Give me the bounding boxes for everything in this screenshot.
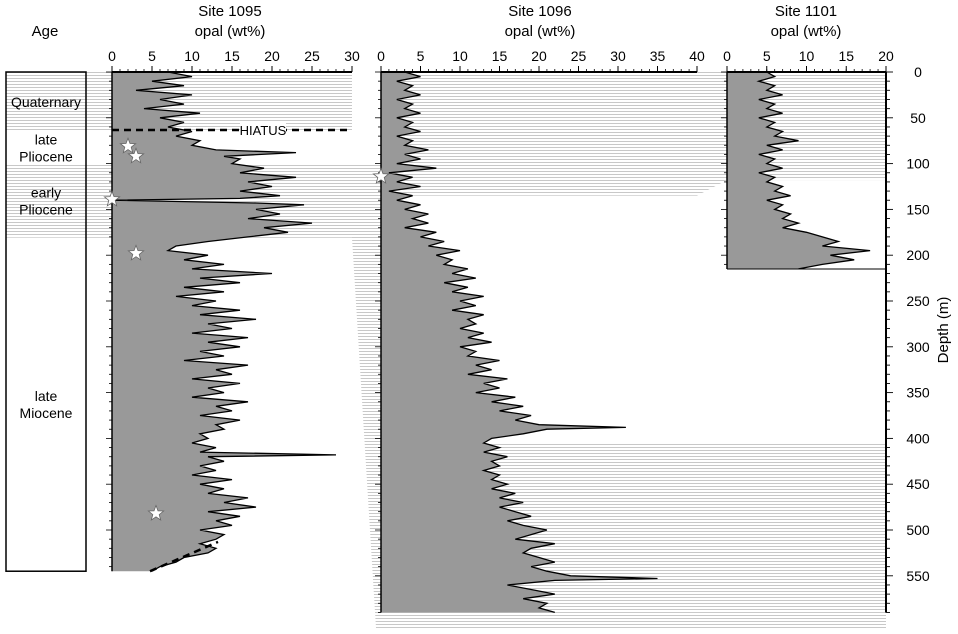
age-unit-box: [6, 131, 86, 165]
y-tick-label: 100: [906, 156, 930, 172]
age-unit-box: [6, 164, 86, 238]
band-connector-1095-1096: [352, 164, 381, 629]
x-tick-label: 35: [650, 48, 666, 64]
age-unit-label: early: [31, 185, 61, 201]
band-connector-1096-1101: [697, 72, 727, 196]
site-1101-xlabel: opal (wt%): [771, 23, 842, 40]
x-tick-label: 40: [689, 48, 705, 64]
band-bottom-strip: [376, 612, 886, 628]
age-unit-box: [6, 72, 86, 132]
y-tick-label: 400: [906, 430, 930, 446]
site-1095-title: Site 1095: [198, 3, 261, 20]
hiatus-label: HIATUS: [240, 123, 287, 138]
site-1095-xlabel: opal (wt%): [195, 23, 266, 40]
age-unit-box: [6, 237, 86, 572]
x-tick-label: 5: [417, 48, 425, 64]
age-unit-label: late: [35, 132, 58, 148]
age-unit-label: Pliocene: [19, 202, 73, 218]
x-tick-label: 15: [838, 48, 854, 64]
age-column-frame: [5, 71, 87, 572]
star-marker: [103, 190, 121, 207]
star-marker: [372, 167, 390, 184]
opal-profile-area: [112, 72, 336, 572]
age-column: QuaternarylatePlioceneearlyPliocenelateM…: [5, 71, 112, 572]
hiatus-label-bg: [240, 122, 286, 138]
site-1096-panel: Site 1096 opal (wt%) 0 5 10 15 20 25 30 35 40: [372, 3, 705, 614]
x-tick-label: 5: [148, 48, 156, 64]
star-marker: [119, 137, 137, 154]
depth-axis-label: Depth (m): [935, 297, 952, 364]
x-tick-label: 10: [184, 48, 200, 64]
x-tick-label: 15: [224, 48, 240, 64]
y-tick-label: 450: [906, 476, 930, 492]
x-tick-label: 25: [304, 48, 320, 64]
age-unit-band: [86, 164, 112, 238]
site-1101-panel: Site 1101 opal (wt%) 0 5 10 15 2005010015020…: [721, 3, 930, 613]
x-tick-label: 20: [878, 48, 894, 64]
x-tick-label: 30: [344, 48, 360, 64]
age-unit-band: [86, 72, 112, 132]
x-tick-label: 5: [763, 48, 771, 64]
x-tick-label: 15: [492, 48, 508, 64]
y-tick-label: 300: [906, 339, 930, 355]
age-unit-label: Miocene: [20, 405, 73, 421]
y-tick-label: 200: [906, 247, 930, 263]
band-upper-1096: [381, 72, 697, 196]
x-tick-label: 10: [452, 48, 468, 64]
site-1096-title: Site 1096: [508, 3, 571, 20]
y-tick-label: 550: [906, 568, 930, 584]
star-marker: [127, 244, 145, 261]
star-marker: [147, 504, 165, 521]
age-column-title: Age: [32, 23, 59, 40]
site-1095-bottom-dash: [149, 540, 219, 573]
x-tick-label: 0: [723, 48, 731, 64]
site-1096-xlabel: opal (wt%): [505, 23, 576, 40]
star-marker: [127, 147, 145, 164]
x-tick-label: 30: [610, 48, 626, 64]
site-1101-title: Site 1101: [775, 3, 837, 20]
age-unit-label: late: [35, 388, 58, 404]
opal-profile-line: [756, 71, 871, 270]
y-tick-label: 150: [906, 201, 930, 217]
y-tick-label: 500: [906, 522, 930, 538]
site-1095-panel: Site 1095 opal (wt%) 0 5 10 15 20 25 30: [103, 3, 360, 573]
y-tick-label: 0: [914, 64, 922, 80]
opal-profile-line: [111, 71, 337, 572]
y-tick-label: 250: [906, 293, 930, 309]
age-unit-label: Pliocene: [19, 149, 73, 165]
x-tick-label: 25: [571, 48, 587, 64]
opal-profile-line: [388, 71, 658, 614]
x-tick-label: 0: [108, 48, 116, 64]
x-tick-label: 20: [531, 48, 547, 64]
x-tick-label: 10: [799, 48, 815, 64]
x-tick-label: 20: [264, 48, 280, 64]
y-tick-label: 50: [910, 110, 926, 126]
opal-profile-area: [381, 72, 658, 613]
y-tick-label: 350: [906, 385, 930, 401]
age-unit-label: Quaternary: [11, 94, 81, 110]
x-tick-label: 0: [377, 48, 385, 64]
opal-profile-area: [727, 72, 871, 269]
